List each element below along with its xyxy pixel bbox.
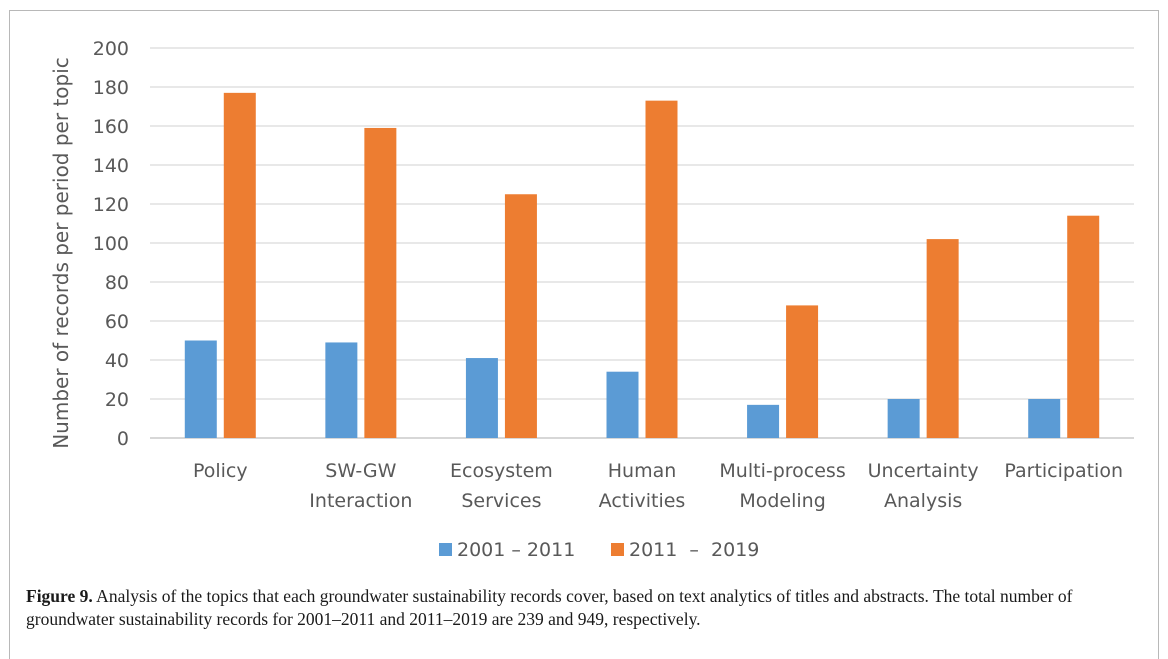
x-tick-label: Multi-process Modeling: [719, 460, 845, 512]
gridlines: [150, 47, 1134, 439]
x-tick-label: Uncertainty Analysis: [868, 460, 979, 512]
x-tick-label: Policy: [193, 460, 248, 482]
bar: [1067, 215, 1100, 438]
y-tick-label: 140: [93, 155, 129, 177]
bar: [504, 194, 537, 438]
bar: [606, 371, 639, 438]
legend-swatch: [439, 543, 452, 556]
figure-frame: [9, 10, 1159, 659]
x-axis-ticks: Policy SW-GW Interaction Ecosystem Services H…: [193, 460, 1123, 512]
caption-text: Analysis of the topics that each groundw…: [26, 586, 1073, 629]
legend-swatch: [611, 543, 624, 556]
y-tick-label: 0: [117, 428, 129, 450]
bar: [325, 342, 358, 438]
bar: [645, 100, 678, 439]
x-tick-label: Ecosystem Services: [450, 460, 553, 512]
bar: [926, 239, 959, 438]
y-tick-label: 200: [93, 38, 129, 60]
y-tick-label: 60: [105, 311, 129, 333]
bar: [747, 404, 780, 438]
bar: [1028, 399, 1061, 438]
figure-caption: Figure 9. Analysis of the topics that ea…: [26, 585, 1146, 631]
y-tick-label: 100: [93, 233, 129, 255]
bar: [887, 399, 920, 438]
y-tick-label: 160: [93, 116, 129, 138]
bar: [364, 127, 397, 438]
y-tick-label: 20: [105, 389, 129, 411]
x-tick-label: Human Activities: [599, 460, 686, 512]
y-tick-label: 80: [105, 272, 129, 294]
bars: [184, 92, 1100, 439]
bar: [786, 305, 819, 438]
bar: [223, 92, 256, 438]
x-tick-label: SW-GW Interaction: [309, 460, 412, 512]
legend: 2001 – 2011 2011 – 2019: [439, 539, 759, 561]
legend-label: 2011 – 2019: [629, 539, 759, 561]
y-tick-label: 40: [105, 350, 129, 372]
x-tick-label: Participation: [1004, 460, 1123, 482]
y-tick-label: 120: [93, 194, 129, 216]
caption-label: Figure 9.: [26, 586, 93, 606]
bar-chart: 0 20 40 60 80 100 120 140 160 180 200 Policy SW-GW I…: [49, 38, 1134, 561]
y-axis-label: Number of records per period per topic: [49, 57, 73, 449]
y-axis-ticks: 0 20 40 60 80 100 120 140 160 180 200: [93, 38, 129, 450]
y-tick-label: 180: [93, 77, 129, 99]
legend-label: 2001 – 2011: [457, 539, 575, 561]
bar: [184, 340, 217, 438]
bar: [465, 358, 498, 438]
